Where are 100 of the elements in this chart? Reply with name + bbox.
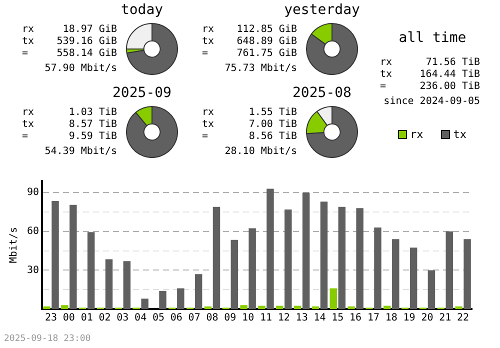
- text: 7.00 TiB: [248, 119, 297, 131]
- bar: [123, 261, 131, 309]
- text: tx: [202, 36, 214, 48]
- text: tx: [380, 69, 392, 81]
- text: 75.73 Mbit/s: [224, 62, 297, 76]
- text: 164.44 TiB: [420, 69, 480, 81]
- x-tick-label: 18: [385, 312, 398, 324]
- text: =: [202, 48, 208, 60]
- text: 28.10 Mbit/s: [224, 145, 297, 159]
- text: tx: [22, 119, 34, 131]
- bar: [70, 204, 77, 309]
- bar: [302, 192, 310, 309]
- bar: [61, 305, 68, 309]
- bar: [320, 202, 328, 309]
- x-tick-label: 01: [80, 312, 93, 324]
- x-tick-label: 02: [98, 312, 111, 324]
- x-tick-label: 03: [116, 312, 129, 324]
- chart-title: 2025-09: [111, 85, 172, 101]
- x-tick-label: 17: [367, 312, 380, 324]
- bar: [194, 274, 202, 309]
- bar: [428, 270, 436, 309]
- bar: [230, 240, 238, 309]
- bar: [276, 306, 284, 309]
- text: 236.00 TiB: [420, 81, 480, 93]
- text: 18.97 GiB: [62, 24, 117, 36]
- text: 8.56 TiB: [248, 131, 297, 143]
- text: 761.75 GiB: [236, 48, 297, 60]
- text: 648.89 GiB: [236, 36, 297, 48]
- text: =: [202, 131, 208, 143]
- legend-label: tx: [453, 128, 466, 141]
- bar: [464, 239, 471, 309]
- y-tick-label: 30: [26, 264, 40, 276]
- bar: [338, 206, 346, 309]
- bar: [410, 248, 418, 309]
- x-tick-label: 05: [152, 312, 165, 324]
- y-axis-title: Mbit/s: [8, 226, 20, 264]
- y-tick-label: 90: [26, 187, 40, 198]
- text: =: [22, 48, 28, 60]
- bar: [312, 306, 320, 309]
- text: 8.57 TiB: [68, 119, 117, 131]
- x-tick-label: 22: [457, 312, 470, 324]
- text: tx: [22, 36, 34, 48]
- x-tick-label: 06: [170, 312, 182, 324]
- chart-title: today: [120, 2, 164, 18]
- x-tick-label: 07: [188, 312, 200, 324]
- text: since 2024-09-05: [382, 95, 480, 109]
- chart-title: 2025-08: [292, 85, 352, 101]
- chart-title: yesterday: [283, 2, 361, 18]
- x-tick-label: 16: [350, 312, 362, 324]
- text: tx: [202, 119, 214, 131]
- x-tick-label: 00: [62, 312, 75, 324]
- x-tick-label: 23: [44, 312, 58, 324]
- text: rx: [22, 107, 34, 119]
- text: 1.03 TiB: [68, 107, 117, 119]
- bar: [446, 231, 453, 309]
- text: rx: [22, 24, 34, 36]
- bar: [204, 306, 212, 309]
- bar: [248, 228, 256, 309]
- bar: [348, 306, 355, 309]
- text: =: [22, 131, 28, 143]
- bar: [177, 288, 184, 309]
- bar: [266, 188, 274, 309]
- text: 539.16 GiB: [56, 36, 117, 48]
- x-tick-label: 14: [314, 312, 326, 324]
- legend-label: rx: [410, 128, 424, 141]
- x-tick-label: 10: [242, 312, 254, 324]
- bar: [141, 298, 148, 309]
- text: 2025-09-18 23:00: [4, 334, 91, 344]
- bar: [455, 306, 462, 309]
- x-tick-label: 08: [206, 312, 218, 324]
- x-tick-label: 11: [260, 312, 272, 324]
- x-tick-label: 13: [296, 312, 308, 324]
- x-tick-label: 21: [439, 312, 452, 324]
- text: 9.59 TiB: [68, 131, 117, 143]
- bar: [159, 290, 166, 309]
- text: rx: [380, 57, 392, 69]
- bar: [374, 228, 382, 309]
- bar: [330, 288, 337, 309]
- bar: [52, 201, 59, 309]
- y-tick-label: 60: [26, 226, 40, 238]
- bar: [392, 239, 400, 309]
- text: all time: [398, 30, 468, 46]
- x-tick-label: 19: [403, 312, 416, 324]
- bar: [105, 259, 113, 309]
- bar: [284, 209, 292, 309]
- x-tick-label: 15: [332, 312, 344, 324]
- x-tick-label: 12: [278, 312, 290, 324]
- text: 54.39 Mbit/s: [44, 145, 117, 159]
- x-tick-label: 20: [421, 312, 434, 324]
- text: 558.14 GiB: [56, 48, 117, 60]
- text: 71.56 TiB: [426, 57, 480, 69]
- bar: [87, 232, 95, 309]
- bar: [356, 208, 364, 309]
- text: rx: [202, 107, 214, 119]
- x-tick-label: 04: [134, 312, 147, 324]
- text: =: [380, 81, 386, 93]
- text: 112.85 GiB: [236, 24, 297, 36]
- bar: [212, 206, 220, 309]
- bar: [43, 306, 50, 309]
- text: rx: [202, 24, 214, 36]
